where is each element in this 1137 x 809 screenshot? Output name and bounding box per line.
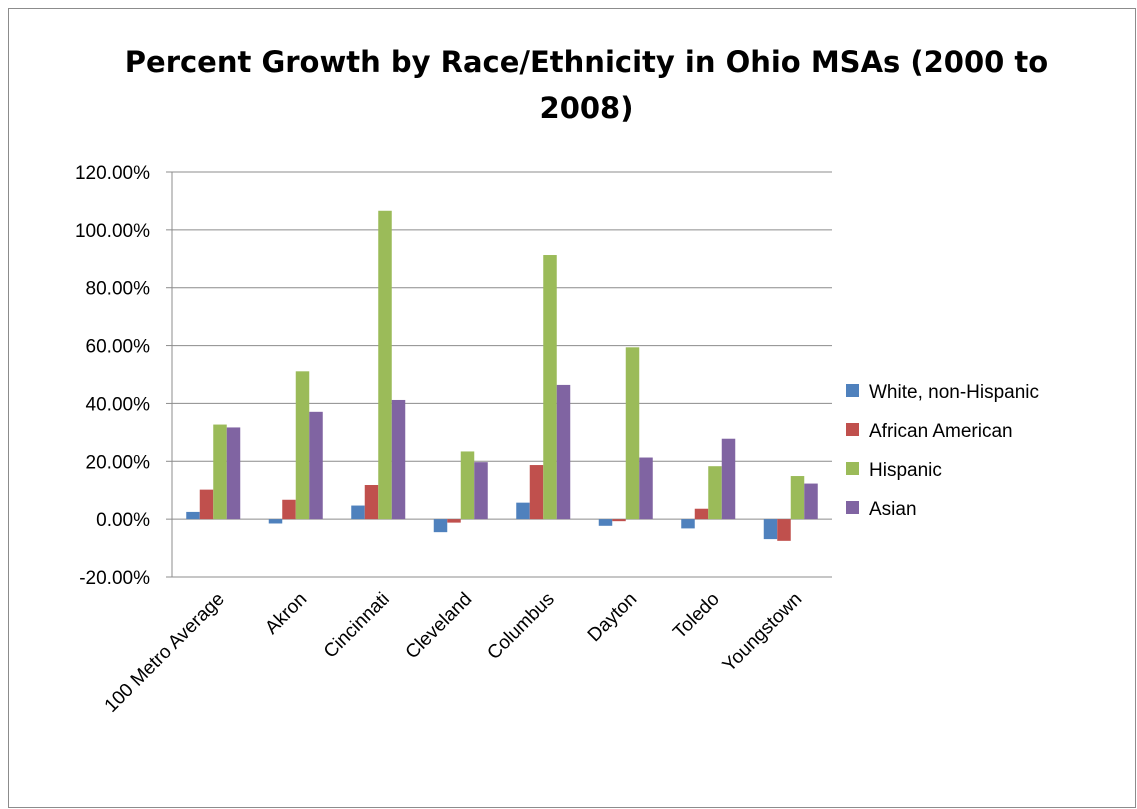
x-category-label: Dayton bbox=[584, 589, 641, 646]
bar bbox=[721, 438, 736, 520]
bar bbox=[199, 489, 214, 520]
bar bbox=[694, 508, 709, 520]
bar bbox=[598, 519, 613, 526]
bar bbox=[433, 519, 448, 533]
bar bbox=[474, 462, 488, 520]
legend-label: White, non-Hispanic bbox=[869, 382, 1039, 403]
bar bbox=[351, 505, 365, 520]
chart-area: Percent Growth by Race/Ethnicity in Ohio… bbox=[8, 8, 1136, 808]
bar bbox=[529, 465, 544, 520]
bar bbox=[708, 466, 722, 520]
bars bbox=[186, 210, 818, 541]
x-category-label: Toledo bbox=[669, 589, 723, 643]
bar bbox=[309, 411, 323, 520]
bar bbox=[516, 502, 530, 520]
bar bbox=[186, 511, 200, 520]
bar bbox=[543, 255, 557, 520]
y-tick-label: -20.00% bbox=[79, 568, 150, 589]
y-tick-labels: -20.00% 0.00% 20.00% 40.00% 60.00% 80.00% 100.… bbox=[75, 163, 150, 589]
bar bbox=[790, 476, 805, 520]
bar bbox=[364, 485, 379, 520]
bar bbox=[625, 347, 640, 520]
legend-label: Asian bbox=[869, 499, 917, 520]
bar bbox=[804, 483, 818, 520]
legend-swatch bbox=[846, 423, 859, 436]
y-tick-label: 120.00% bbox=[75, 163, 150, 184]
bar bbox=[681, 519, 695, 529]
x-category-label: Cincinnati bbox=[320, 589, 394, 663]
y-tick-label: 0.00% bbox=[96, 510, 150, 531]
y-tick-label: 100.00% bbox=[75, 221, 150, 242]
x-category-labels: 100 Metro Average Akron Cincinnati Clevelan… bbox=[101, 589, 807, 717]
bar bbox=[460, 451, 475, 520]
x-category-label: Cleveland bbox=[402, 589, 477, 664]
bar bbox=[777, 519, 791, 541]
bar bbox=[639, 457, 653, 520]
legend-swatch bbox=[846, 384, 859, 397]
bar bbox=[612, 519, 626, 522]
bar bbox=[226, 427, 241, 520]
x-category-label: Columbus bbox=[483, 589, 558, 664]
bar bbox=[447, 519, 461, 523]
bar bbox=[295, 371, 310, 520]
x-category-label: Akron bbox=[261, 589, 311, 639]
legend-swatch bbox=[846, 462, 859, 475]
bar bbox=[378, 210, 392, 520]
chart-title: Percent Growth by Race/Ethnicity in Ohio… bbox=[124, 45, 1049, 125]
y-tick-label: 40.00% bbox=[86, 394, 151, 415]
bar bbox=[391, 399, 406, 520]
bar bbox=[763, 519, 778, 540]
legend: White, non-Hispanic African American Hispa… bbox=[846, 382, 1039, 520]
bar bbox=[213, 424, 227, 520]
y-tick-label: 20.00% bbox=[86, 452, 151, 473]
legend-label: Hispanic bbox=[869, 460, 942, 481]
legend-swatch bbox=[846, 501, 859, 514]
bar bbox=[268, 519, 283, 524]
x-category-label: 100 Metro Average bbox=[101, 589, 229, 717]
axes bbox=[166, 171, 173, 578]
x-category-label: Youngstown bbox=[719, 589, 807, 677]
bar bbox=[556, 384, 571, 520]
y-tick-label: 80.00% bbox=[86, 279, 151, 300]
legend-label: African American bbox=[869, 421, 1013, 442]
bar bbox=[282, 499, 296, 520]
y-tick-label: 60.00% bbox=[86, 337, 151, 358]
